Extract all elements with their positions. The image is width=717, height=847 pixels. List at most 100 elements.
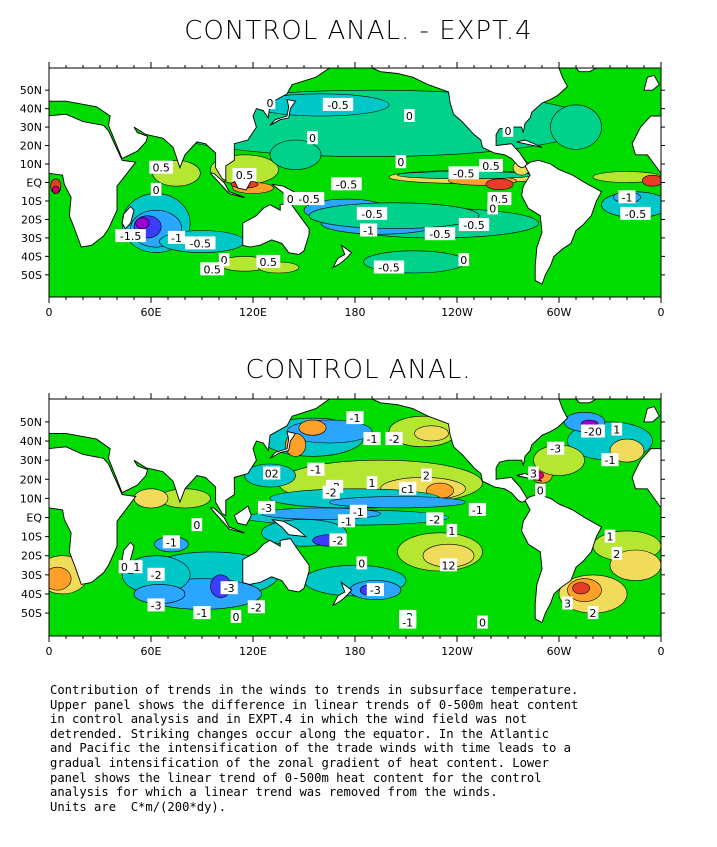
contour-label: -0.5 (448, 166, 479, 180)
contour-label: -2 (147, 567, 165, 582)
contour-label-bg (256, 254, 281, 268)
contour-label-bg (448, 166, 479, 180)
contour-label-text: -2 (326, 487, 337, 500)
contour-label-bg (200, 262, 225, 276)
contour-label-text: 0 (479, 617, 486, 630)
land-mass (49, 68, 331, 182)
contour-label-text: 02 (265, 468, 279, 481)
contour-label: 0 (150, 182, 162, 197)
contour-label: -0.5 (331, 177, 362, 191)
contour-label-bg (162, 535, 180, 549)
contour-label-text: -1 (402, 617, 413, 630)
contour-label: 0.5 (232, 168, 257, 182)
lat-label: 10S (21, 195, 42, 208)
contour-label-bg (329, 533, 347, 547)
contour-label-text: -2 (251, 601, 262, 614)
contour-label-bg (479, 158, 503, 172)
contour-label-text: 0.5 (152, 162, 170, 175)
contour-region (485, 178, 514, 191)
contour-label-bg (424, 227, 456, 241)
contour-label-bg (218, 253, 230, 267)
contour-label-text: -1 (353, 506, 364, 519)
contour-label-bg (356, 206, 388, 220)
lat-label: 10S (21, 531, 42, 544)
lat-label: 30S (21, 232, 42, 245)
lon-label: 60W (547, 306, 572, 319)
contour-label-text: 2 (590, 607, 597, 620)
contour-label: 0 (395, 155, 407, 169)
contour-label-bg (399, 615, 417, 629)
contour-label-bg (322, 485, 340, 499)
lat-label: 10N (20, 158, 42, 171)
land-mass (121, 541, 135, 567)
contour-label-bg (535, 483, 546, 497)
land-mass (631, 115, 661, 175)
lon-label: 120E (239, 306, 267, 319)
contour-label: -3 (220, 581, 238, 595)
contour-label: 1 (611, 422, 623, 437)
contour-label: -3 (258, 500, 276, 515)
contour-label-bg (562, 596, 573, 610)
contour-label-bg (446, 523, 458, 537)
contour-label: -1 (162, 535, 180, 549)
lat-label: 50N (20, 84, 42, 97)
contour-label-bg (363, 432, 381, 446)
contour-label-text: -0.5 (378, 262, 399, 275)
contour-label-bg (604, 529, 616, 543)
land-mass (49, 113, 137, 248)
lon-label: 0 (46, 306, 53, 319)
lat-label: 40N (20, 103, 42, 116)
contour-label: -1 (601, 453, 619, 467)
contour-label-text: -1 (166, 536, 177, 549)
top-panel-title: CONTROL ANAL. - EXPT.4 (184, 16, 533, 46)
contour-label: 0 (487, 201, 498, 215)
contour-label: -1 (468, 502, 486, 517)
contour-label-text: -0.5 (429, 228, 450, 241)
contour-label-text: 0_1 (121, 561, 141, 574)
contour-label: -2 (322, 485, 340, 500)
contour-label-bg (293, 192, 325, 206)
contour-region (269, 139, 322, 170)
lat-label: 30S (21, 569, 42, 582)
contour-label-text: -0.5 (463, 219, 484, 232)
contour-label-bg (618, 190, 636, 204)
contour-label-bg (263, 466, 281, 480)
contour-label: -3 (147, 598, 165, 612)
land-mass (643, 406, 660, 423)
contour-label-text: -1.5 (120, 230, 141, 243)
lat-label: EQ (26, 512, 42, 525)
lat-label: 50S (21, 269, 42, 282)
land-mass (371, 68, 569, 169)
contour-label: 1 (446, 523, 458, 538)
contour-label: -1 (346, 411, 364, 425)
top-panel-map: 0-0.50000.500.5-0.50.5-0.500.5-0.50.50-1… (20, 62, 665, 319)
contour-label: -1 (618, 190, 636, 204)
land-mass (49, 446, 137, 585)
contour-label-bg (487, 201, 498, 215)
land-mass (242, 202, 310, 255)
contour-label-bg (611, 422, 623, 436)
contour-label-text: -3 (151, 599, 162, 612)
contour-label: -2 (385, 432, 403, 446)
contour-label: -1 (167, 230, 186, 245)
contour-label-text: -1 (605, 454, 616, 467)
contour-label: -0.5 (424, 227, 456, 241)
land-mass (521, 494, 603, 624)
contour-label: 0 (230, 609, 242, 624)
contour-label-text: 1 (613, 424, 620, 437)
lon-label: 120W (441, 306, 473, 319)
contour-label: 0.5 (149, 160, 174, 175)
contour-label-text: -2 (389, 433, 400, 446)
lat-label: 50S (21, 607, 42, 620)
contour-label-text: 3 (530, 468, 537, 481)
contour-label: 0 (502, 123, 514, 138)
contour-label: 0 (191, 518, 203, 532)
contour-label-bg (421, 468, 432, 482)
contour-label: 0.5 (200, 262, 225, 276)
contour-label: -1 (399, 615, 417, 630)
contour-label-bg (258, 500, 276, 514)
contour-label-text: -2 (429, 513, 440, 526)
contour-label: 2 (611, 546, 623, 561)
contour-region (550, 104, 602, 150)
lat-label: 30N (20, 454, 42, 467)
